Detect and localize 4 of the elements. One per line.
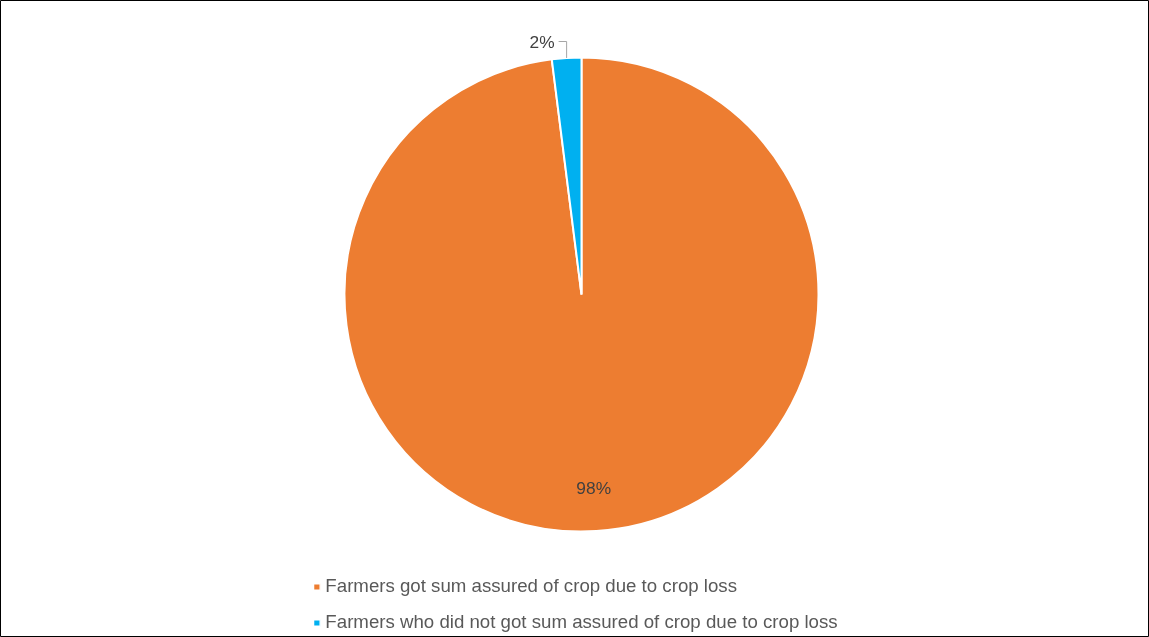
data-label: 2% — [529, 31, 555, 52]
data-label: 98% — [576, 478, 612, 499]
legend-label: Farmers who did not got sum assured of crop due to crop loss — [325, 611, 838, 633]
legend-label: Farmers got sum assured of crop due to crop loss — [325, 575, 738, 597]
